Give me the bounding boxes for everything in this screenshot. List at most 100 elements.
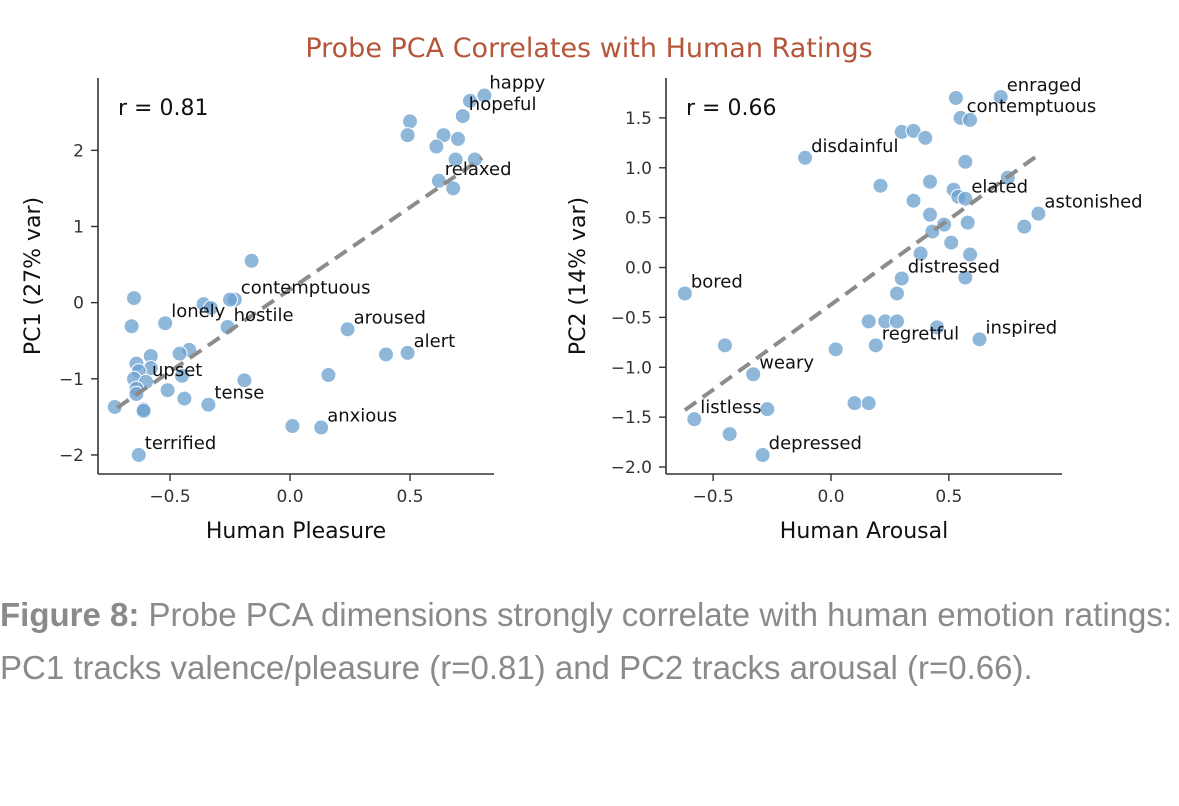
scatter-point bbox=[867, 337, 884, 354]
scatter-point bbox=[721, 426, 738, 443]
caption-label: Figure 8: bbox=[0, 596, 140, 633]
y-tick-label: 1.0 bbox=[625, 159, 652, 179]
y-tick-label: −1.5 bbox=[611, 408, 652, 428]
scatter-point bbox=[905, 192, 922, 209]
point-label: lonely bbox=[171, 301, 225, 322]
point-label: upset bbox=[152, 360, 202, 381]
regression-line bbox=[683, 153, 1040, 412]
scatter-point bbox=[962, 246, 979, 263]
y-tick-label: −0.5 bbox=[611, 308, 652, 328]
point-label: hopeful bbox=[469, 94, 537, 115]
y-tick-label: 0 bbox=[73, 294, 84, 314]
scatter-point bbox=[1030, 205, 1047, 222]
scatter-point bbox=[962, 111, 979, 128]
y-tick-label: 1 bbox=[73, 218, 84, 238]
scatter-point bbox=[399, 344, 416, 361]
scatter-point bbox=[399, 127, 416, 144]
scatter-point bbox=[912, 245, 929, 262]
scatter-point bbox=[922, 173, 938, 190]
y-tick-label: 1.5 bbox=[625, 109, 652, 129]
scatter-point bbox=[860, 313, 877, 330]
scatter-point bbox=[339, 321, 356, 338]
scatter-point bbox=[236, 372, 253, 389]
scatter-point bbox=[284, 418, 301, 435]
scatter-point bbox=[686, 411, 703, 428]
point-label: listless bbox=[700, 397, 761, 418]
y-tick-label: 2 bbox=[73, 141, 84, 161]
point-label: distressed bbox=[908, 256, 1000, 277]
point-label: alert bbox=[414, 331, 456, 352]
x-tick-label: −0.5 bbox=[149, 487, 190, 507]
scatter-point bbox=[200, 396, 217, 413]
scatter-point bbox=[797, 149, 814, 166]
y-tick-label: 0.5 bbox=[625, 209, 652, 229]
scatter-point bbox=[889, 285, 905, 302]
scatter-point bbox=[922, 206, 938, 223]
x-tick-label: 0.0 bbox=[276, 487, 303, 507]
scatter-point bbox=[428, 138, 445, 155]
x-tick-label: 0.5 bbox=[396, 487, 423, 507]
point-label: disdainful bbox=[811, 136, 898, 157]
scatter-point bbox=[176, 390, 193, 407]
correlation-annotation: r = 0.66 bbox=[686, 96, 776, 121]
y-tick-label: −2 bbox=[59, 446, 84, 466]
scatter-point bbox=[943, 234, 960, 251]
scatter-point bbox=[157, 315, 174, 332]
x-tick-label: −0.5 bbox=[693, 487, 734, 507]
scatter-point bbox=[202, 299, 219, 316]
scatter-point bbox=[454, 108, 471, 125]
scatter-point bbox=[222, 291, 238, 308]
point-label: aroused bbox=[354, 307, 426, 328]
scatter-point bbox=[754, 447, 771, 464]
scatter-point bbox=[992, 88, 1009, 105]
scatter-point bbox=[959, 214, 976, 231]
scatter-point bbox=[476, 87, 493, 104]
point-label: regretful bbox=[882, 323, 959, 344]
scatter-point bbox=[320, 367, 337, 383]
scatter-point bbox=[447, 151, 464, 168]
point-label: inspired bbox=[986, 317, 1058, 338]
point-label: tense bbox=[214, 383, 264, 404]
scatter-point bbox=[450, 130, 466, 147]
scatter-point bbox=[905, 122, 922, 139]
scatter-point bbox=[759, 401, 776, 418]
scatter-point bbox=[126, 290, 142, 307]
scatter-point bbox=[929, 319, 946, 336]
point-label: enraged bbox=[1007, 75, 1082, 96]
scatter-point bbox=[402, 113, 418, 130]
scatter-point bbox=[445, 180, 462, 197]
scatter-point bbox=[957, 153, 974, 170]
point-label: terrified bbox=[145, 433, 216, 454]
scatter-point bbox=[947, 89, 964, 106]
x-axis-label: Human Pleasure bbox=[206, 519, 386, 544]
scatter-point bbox=[827, 341, 844, 358]
scatter-point bbox=[957, 269, 974, 286]
scatter-point bbox=[123, 318, 140, 335]
point-label: happy bbox=[489, 73, 545, 94]
point-label: contemptuous bbox=[241, 278, 371, 299]
regression-line bbox=[116, 156, 484, 410]
scatter-point bbox=[174, 367, 190, 384]
point-label: bored bbox=[691, 271, 743, 292]
scatter-point bbox=[971, 331, 988, 348]
point-label: elated bbox=[971, 177, 1028, 198]
scatter-point bbox=[130, 446, 147, 463]
x-axis-label: Human Arousal bbox=[780, 519, 948, 544]
y-tick-label: −2.0 bbox=[611, 458, 652, 478]
point-label: relaxed bbox=[445, 159, 512, 180]
scatter-point bbox=[378, 346, 394, 363]
scatter-point bbox=[846, 395, 863, 412]
scatter-point bbox=[159, 382, 176, 399]
scatter-point bbox=[745, 366, 762, 383]
point-label: depressed bbox=[769, 433, 862, 454]
y-tick-label: −1.0 bbox=[611, 358, 652, 378]
scatter-point bbox=[716, 337, 733, 354]
figure-canvas: Probe PCA Correlates with Human Ratings … bbox=[21, 33, 1143, 544]
figure-caption: Figure 8: Probe PCA dimensions strongly … bbox=[0, 588, 1179, 694]
point-label: anxious bbox=[327, 406, 397, 427]
scatter-point bbox=[243, 252, 260, 269]
caption-text: Probe PCA dimensions strongly correlate … bbox=[0, 596, 1173, 686]
x-tick-label: 0.5 bbox=[935, 487, 962, 507]
scatter-point bbox=[917, 129, 934, 146]
y-axis-label: PC2 (14% var) bbox=[566, 197, 591, 355]
